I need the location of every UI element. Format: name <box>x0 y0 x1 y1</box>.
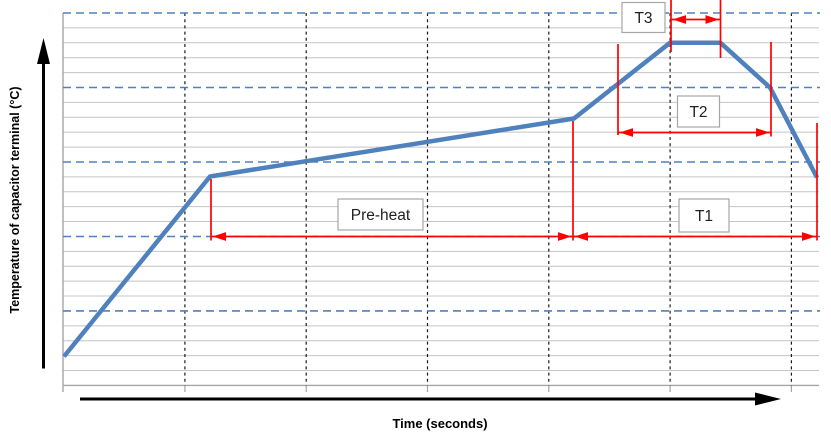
y-axis-arrowhead <box>37 38 50 64</box>
temperature-profile-line <box>62 40 819 358</box>
dim-arrowhead-left-preheat <box>212 232 226 241</box>
dim-arrowhead-right-preheat <box>558 232 572 241</box>
dim-arrowhead-right-t1 <box>802 232 816 241</box>
annotation-box-preheat <box>337 198 424 231</box>
annotations-layer <box>210 0 818 241</box>
annotation-labels-layer: Pre-heat T1 T2 T3 <box>337 1 730 233</box>
annotation-label-t3: T3 <box>634 10 652 27</box>
annotation-box-t1 <box>678 198 730 233</box>
dim-arrowhead-right-t3 <box>705 15 719 24</box>
y-axis-title: Temperature of capacitor terminal (°C) <box>8 86 22 313</box>
axis-arrows-layer <box>37 38 781 406</box>
annotation-label-t2: T2 <box>689 104 707 121</box>
dim-arrowhead-right-t2 <box>756 128 770 137</box>
annotation-box-t2 <box>676 95 721 128</box>
dim-arrowhead-left-t2 <box>619 128 633 137</box>
x-axis-title: Time (seconds) <box>392 416 487 431</box>
dim-arrowhead-left-t1 <box>574 232 588 241</box>
annotation-label-t1: T1 <box>695 208 713 225</box>
series-layer <box>62 40 819 358</box>
annotation-box-t3 <box>621 1 666 34</box>
x-axis-arrowhead <box>755 392 781 406</box>
gridlines-layer <box>62 13 819 392</box>
annotation-label-preheat: Pre-heat <box>351 207 411 224</box>
dim-arrowhead-left-t3 <box>672 15 686 24</box>
